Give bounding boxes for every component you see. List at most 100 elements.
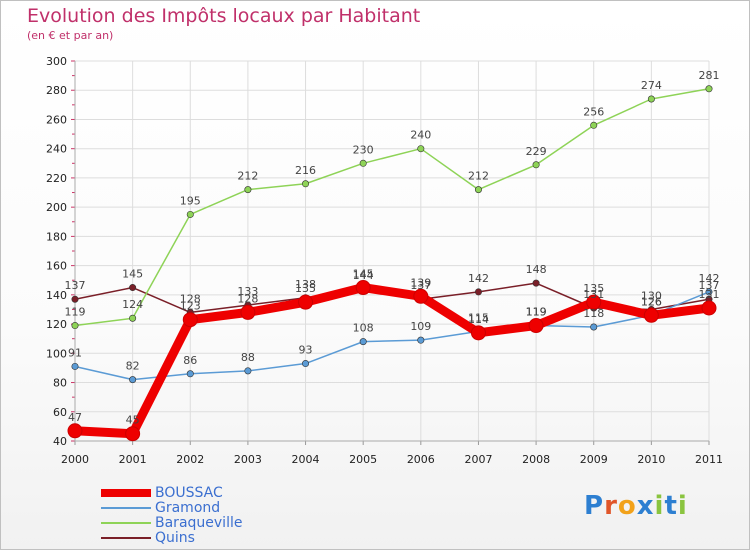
data-point-boussac — [125, 426, 141, 442]
data-label-gramond: 142 — [699, 272, 720, 285]
data-label-quins: 142 — [468, 272, 489, 285]
data-point-baraqueville — [186, 210, 194, 218]
data-label-boussac: 139 — [410, 276, 431, 289]
y-tick-label: 280 — [46, 84, 67, 97]
data-point-baraqueville — [705, 85, 713, 93]
data-point-quins — [129, 284, 137, 292]
y-tick-label: 80 — [53, 377, 67, 390]
data-label-gramond: 118 — [583, 307, 604, 320]
data-label-quins: 133 — [237, 285, 258, 298]
legend-label: Gramond — [155, 500, 221, 516]
chart-subtitle: (en € et par an) — [27, 29, 114, 42]
data-label-quins: 137 — [699, 279, 720, 292]
data-point-boussac — [182, 312, 198, 328]
data-point-boussac — [701, 300, 717, 316]
data-label-baraqueville: 212 — [237, 170, 258, 183]
data-label-gramond: 119 — [526, 306, 547, 319]
y-tick-label: 120 — [46, 318, 67, 331]
data-point-baraqueville — [647, 95, 655, 103]
data-point-boussac — [643, 307, 659, 323]
legend-label: Quins — [155, 530, 195, 546]
series-line-baraqueville — [74, 88, 710, 327]
data-label-baraqueville: 281 — [699, 69, 720, 82]
data-point-baraqueville — [359, 159, 367, 167]
y-tick-label: 260 — [46, 113, 67, 126]
data-label-boussac: 131 — [699, 288, 720, 301]
x-tick-label: 2011 — [695, 453, 723, 466]
y-tick-label: 160 — [46, 260, 67, 273]
data-point-boussac — [67, 423, 83, 439]
data-point-baraqueville — [244, 186, 252, 194]
x-tick-label: 2010 — [637, 453, 665, 466]
data-label-baraqueville: 230 — [353, 143, 374, 156]
data-point-quins — [71, 295, 79, 303]
x-tick-label: 2001 — [119, 453, 147, 466]
data-label-quins: 128 — [180, 292, 201, 305]
data-point-gramond — [129, 376, 137, 384]
data-point-gramond — [417, 336, 425, 344]
data-point-quins — [532, 279, 540, 287]
y-tick-label: 300 — [46, 55, 67, 68]
data-label-boussac: 47 — [68, 411, 82, 424]
data-point-gramond — [359, 338, 367, 346]
x-tick-label: 2003 — [234, 453, 262, 466]
data-label-quins: 148 — [526, 263, 547, 276]
logo-letter: r — [604, 491, 618, 521]
data-point-gramond — [590, 323, 598, 331]
legend-swatch — [101, 507, 151, 509]
x-tick-label: 2007 — [464, 453, 492, 466]
y-tick-label: 200 — [46, 201, 67, 214]
logo-letter: x — [636, 491, 655, 521]
data-label-gramond: 93 — [299, 344, 313, 357]
data-label-quins: 138 — [295, 278, 316, 291]
data-point-quins — [474, 288, 482, 296]
data-label-baraqueville: 274 — [641, 79, 662, 92]
data-point-boussac — [528, 318, 544, 334]
data-label-boussac: 128 — [237, 292, 258, 305]
data-label-boussac: 126 — [641, 295, 662, 308]
series-line-gramond — [74, 291, 710, 381]
data-point-gramond — [705, 288, 713, 296]
data-label-gramond: 115 — [468, 311, 489, 324]
data-label-boussac: 45 — [126, 414, 140, 427]
y-tick-label: 60 — [53, 406, 67, 419]
logo-letter: t — [664, 491, 678, 521]
series-line-boussac — [74, 283, 710, 439]
legend-label: Baraqueville — [155, 515, 243, 531]
data-point-boussac — [413, 288, 429, 304]
data-label-boussac: 123 — [180, 300, 201, 313]
proxiti-logo: Proxiti — [584, 491, 688, 521]
data-point-baraqueville — [302, 180, 310, 188]
data-label-gramond: 86 — [183, 354, 197, 367]
data-label-boussac: 135 — [583, 282, 604, 295]
x-tick-label: 2004 — [292, 453, 320, 466]
data-point-boussac — [470, 325, 486, 341]
chart-title: Evolution des Impôts locaux par Habitant — [27, 5, 421, 27]
y-tick-label: 240 — [46, 143, 67, 156]
x-tick-label: 2000 — [61, 453, 89, 466]
data-point-boussac — [355, 280, 371, 296]
data-point-gramond — [302, 360, 310, 368]
data-label-quins: 137 — [65, 279, 86, 292]
data-label-quins: 131 — [583, 288, 604, 301]
legend-swatch — [101, 537, 151, 539]
data-label-quins: 145 — [122, 268, 143, 281]
data-label-baraqueville: 216 — [295, 164, 316, 177]
logo-letter: i — [654, 491, 665, 521]
data-point-baraqueville — [71, 322, 79, 330]
data-label-boussac: 135 — [295, 282, 316, 295]
data-label-gramond: 91 — [68, 346, 82, 359]
data-point-gramond — [244, 367, 252, 375]
data-label-quins: 137 — [410, 279, 431, 292]
data-point-baraqueville — [417, 145, 425, 153]
data-label-baraqueville: 256 — [583, 105, 604, 118]
data-point-gramond — [186, 370, 194, 378]
data-label-baraqueville: 119 — [65, 306, 86, 319]
data-point-boussac — [240, 304, 256, 320]
data-label-gramond: 88 — [241, 351, 255, 364]
data-point-gramond — [71, 362, 79, 370]
data-label-quins: 144 — [353, 269, 374, 282]
data-label-boussac: 114 — [468, 313, 489, 326]
data-label-gramond: 109 — [410, 320, 431, 333]
